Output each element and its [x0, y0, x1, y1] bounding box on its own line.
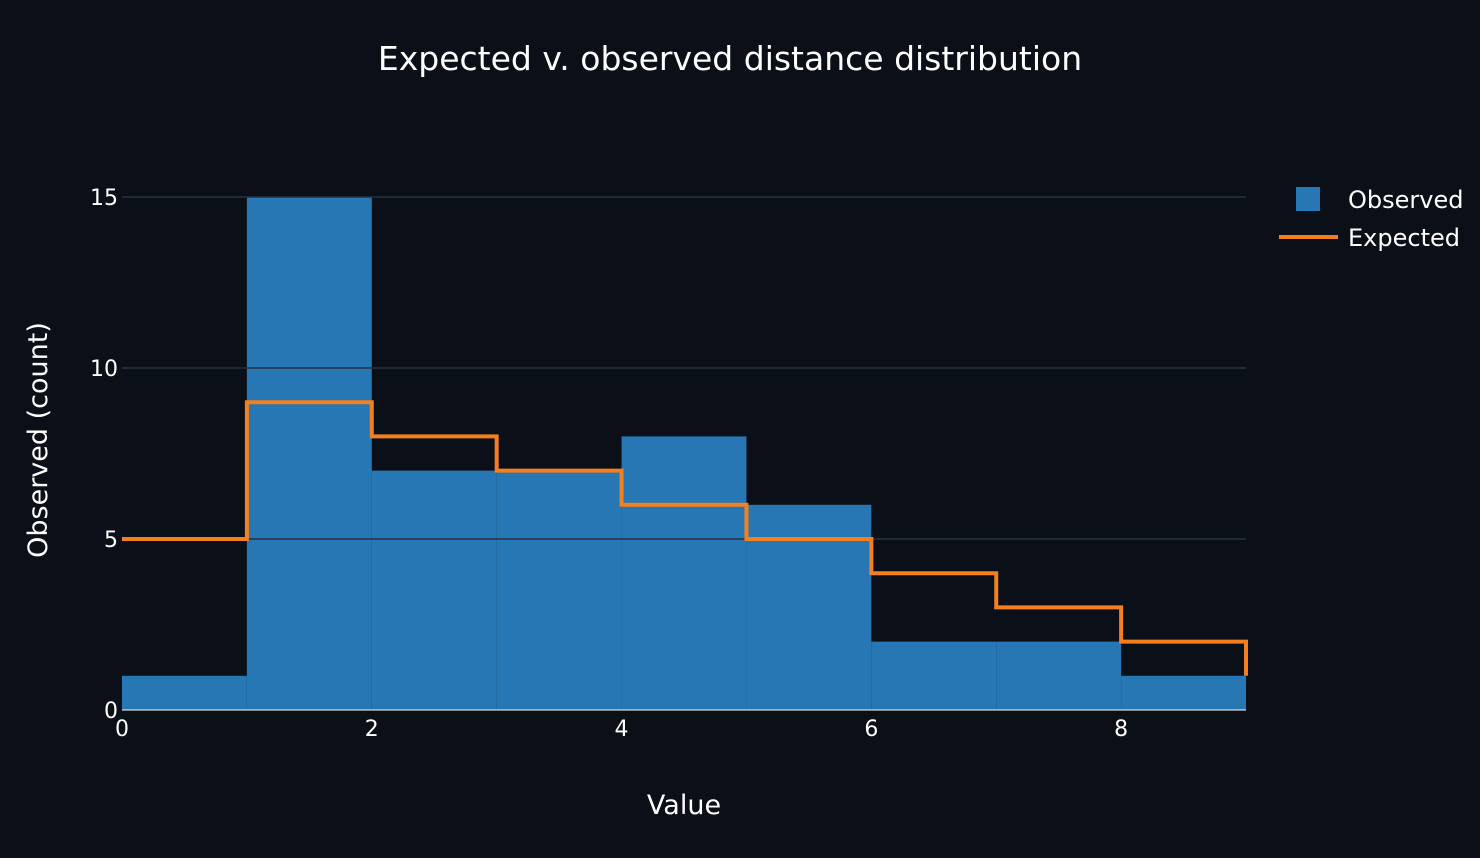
legend-label-expected: Expected [1348, 224, 1460, 252]
histogram-bar[interactable] [871, 641, 997, 710]
x-tick-label: 6 [864, 717, 878, 742]
x-tick-label: 2 [365, 717, 379, 742]
legend-item-expected[interactable]: Expected [1279, 224, 1460, 252]
grid-lines [122, 196, 1246, 711]
legend-label-observed: Observed [1348, 186, 1463, 214]
observed-bars [122, 197, 1246, 710]
chart-title: Expected v. observed distance distributi… [378, 39, 1082, 78]
x-axis-ticks: 0 2 4 6 8 [115, 717, 1128, 742]
histogram-bar[interactable] [496, 470, 622, 710]
y-tick-label: 15 [90, 186, 118, 211]
histogram-bar[interactable] [371, 470, 497, 710]
y-tick-label: 10 [90, 357, 118, 382]
legend-item-observed[interactable]: Observed [1296, 186, 1463, 214]
x-tick-label: 0 [115, 717, 129, 742]
histogram-bar[interactable] [1121, 675, 1246, 710]
histogram-bar[interactable] [246, 197, 372, 710]
histogram-bar[interactable] [621, 436, 747, 710]
expected-step-line[interactable] [122, 400, 1248, 676]
x-axis-title: Value [647, 790, 721, 821]
expected-line-layer [122, 400, 1248, 676]
legend[interactable]: Observed Expected [1279, 186, 1463, 252]
x-tick-label: 8 [1114, 717, 1128, 742]
y-axis-title: Observed (count) [23, 322, 54, 558]
histogram-bar[interactable] [996, 641, 1122, 710]
histogram-bar[interactable] [122, 675, 247, 710]
legend-swatch-observed [1296, 187, 1320, 211]
y-tick-label: 0 [104, 699, 118, 724]
y-tick-label: 5 [104, 528, 118, 553]
histogram-bar[interactable] [746, 504, 872, 710]
y-axis-ticks: 0 5 10 15 [90, 186, 118, 724]
x-tick-label: 4 [615, 717, 629, 742]
